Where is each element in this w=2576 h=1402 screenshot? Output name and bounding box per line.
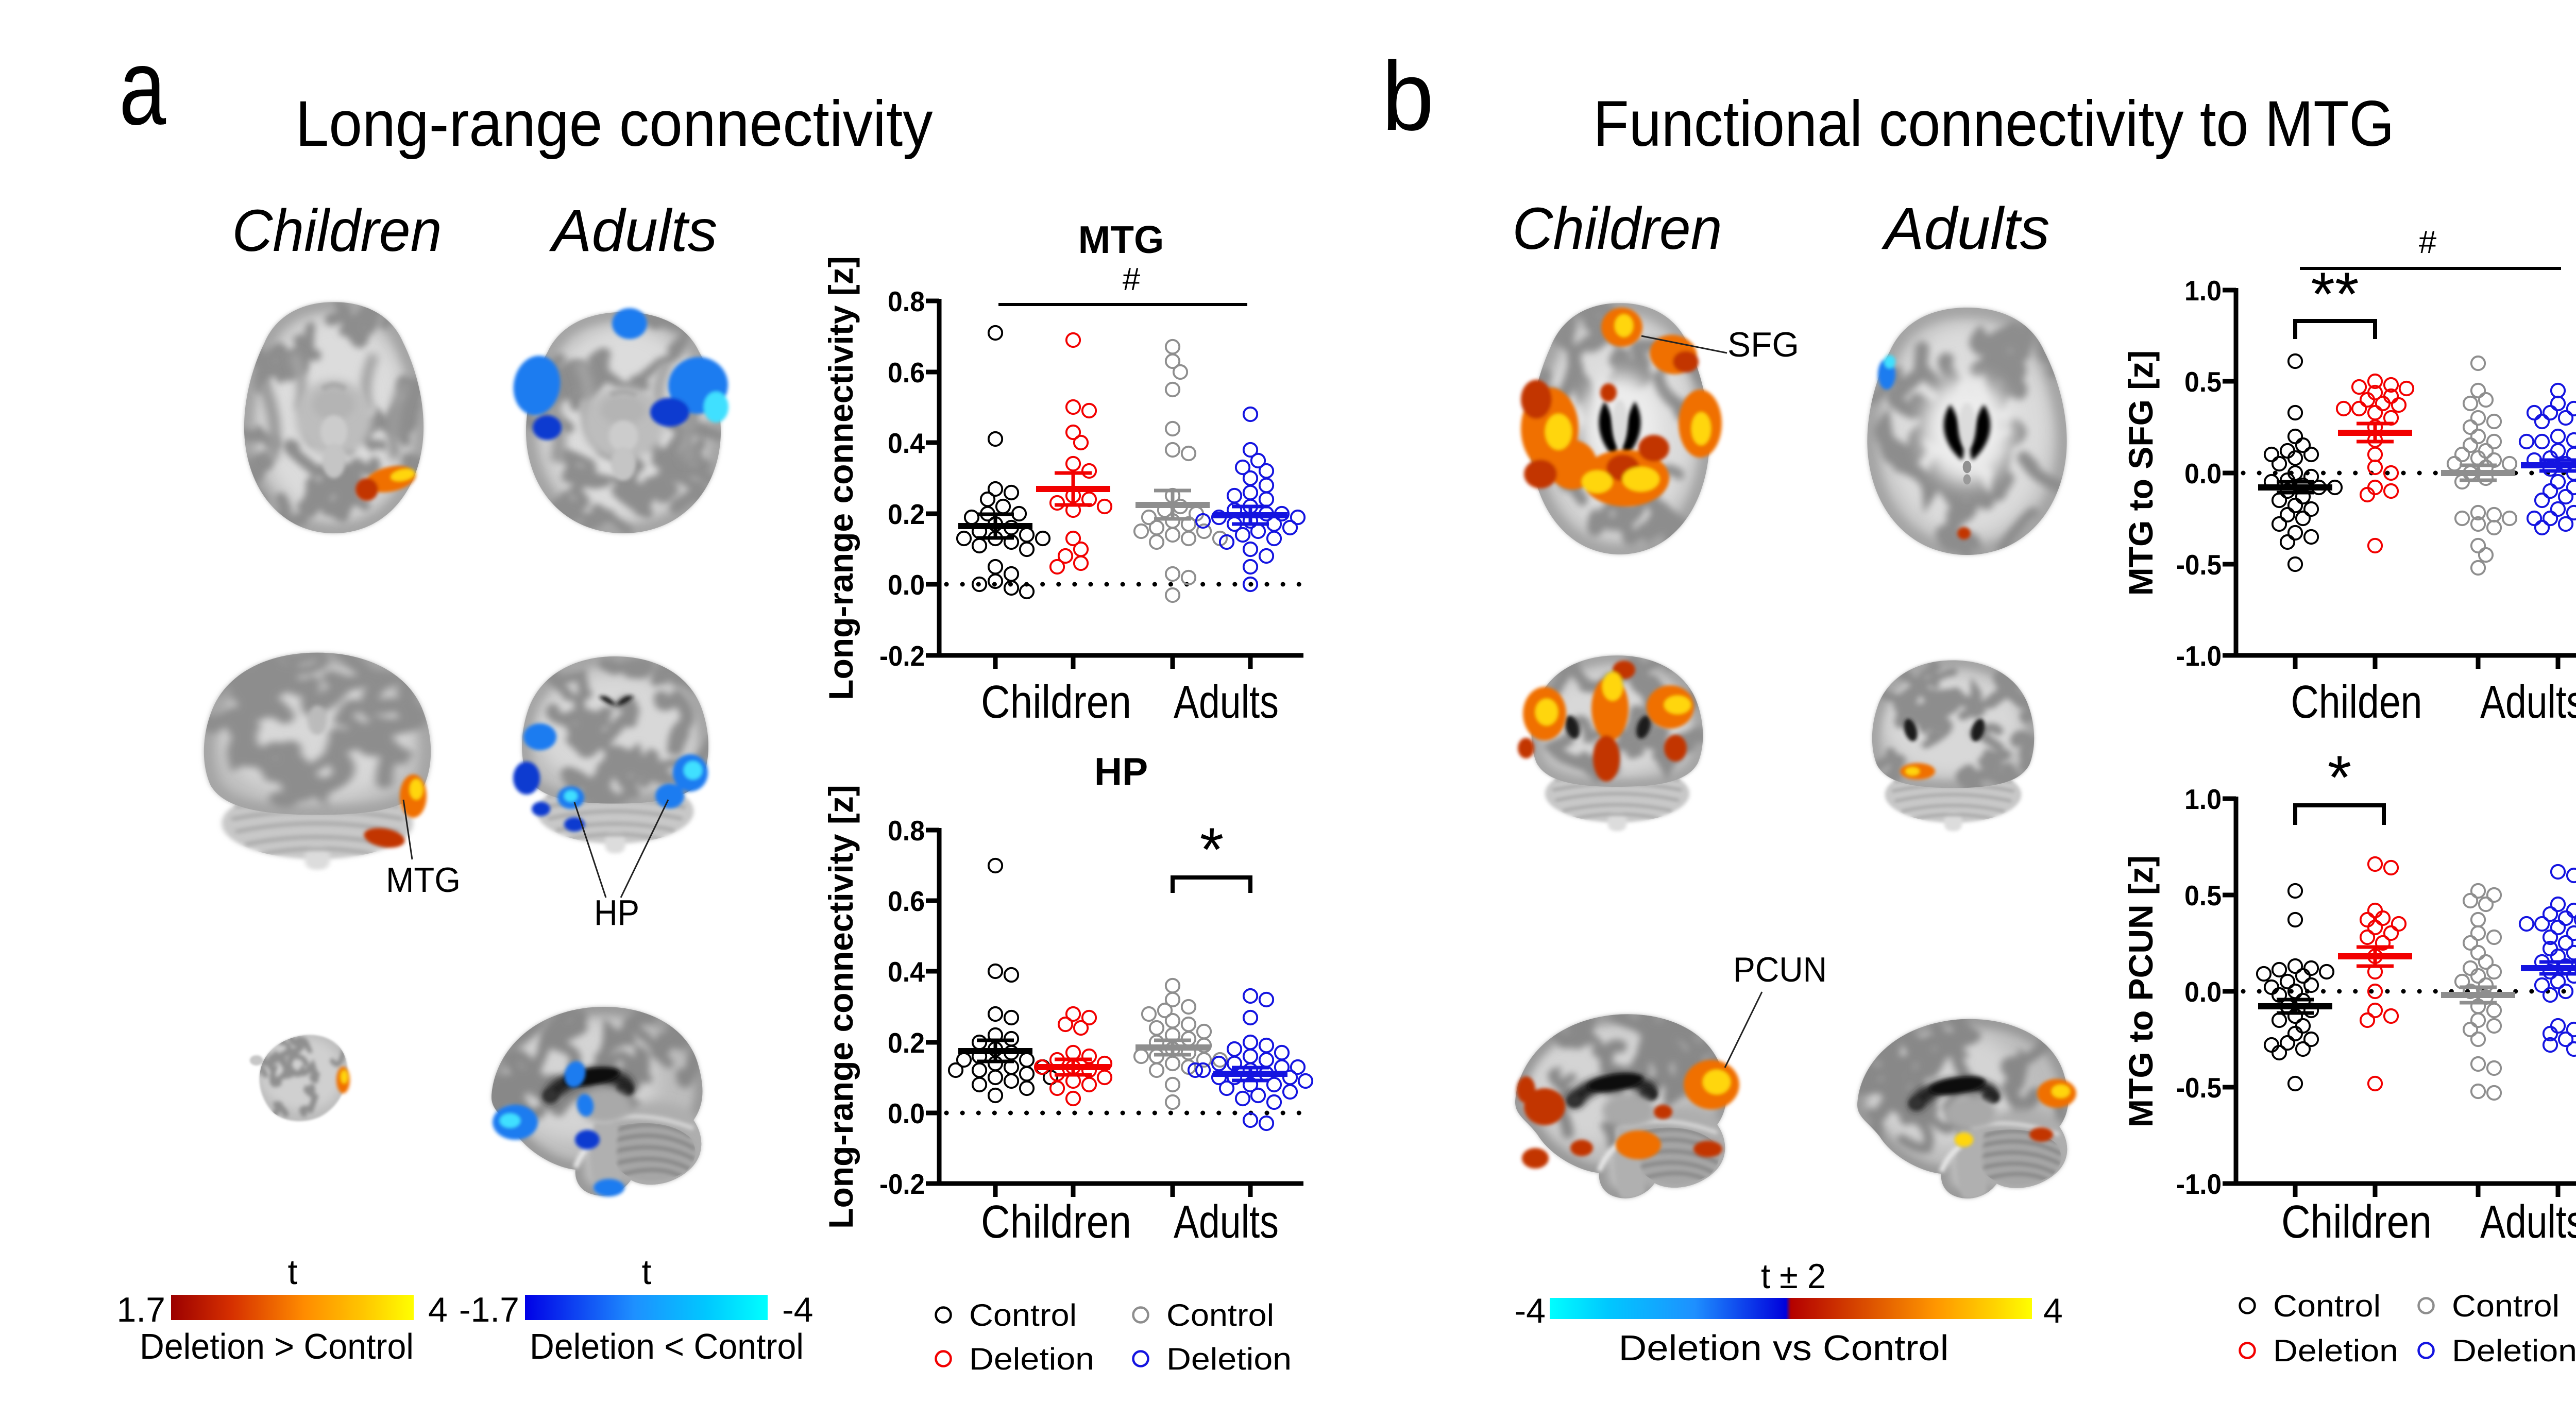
svg-text:Adults: Adults bbox=[2480, 677, 2576, 728]
svg-text:0.0: 0.0 bbox=[888, 1097, 925, 1129]
svg-text:0.8: 0.8 bbox=[888, 285, 925, 317]
svg-text:SFG: SFG bbox=[1727, 325, 1799, 364]
svg-text:Long-range connectivity [z]: Long-range connectivity [z] bbox=[822, 785, 860, 1229]
svg-text:-0.5: -0.5 bbox=[2176, 549, 2222, 581]
svg-text:0.8: 0.8 bbox=[888, 815, 925, 847]
svg-text:b: b bbox=[1382, 42, 1434, 151]
svg-text:*: * bbox=[2328, 743, 2352, 812]
svg-text:0.0: 0.0 bbox=[888, 569, 925, 601]
svg-text:Adults: Adults bbox=[1174, 677, 1279, 728]
svg-text:Control: Control bbox=[969, 1298, 1077, 1332]
svg-text:0.2: 0.2 bbox=[888, 498, 925, 530]
svg-text:MTG: MTG bbox=[1078, 218, 1164, 261]
svg-text:Control: Control bbox=[1166, 1298, 1274, 1332]
svg-text:-1.0: -1.0 bbox=[2176, 1168, 2222, 1200]
svg-text:Control: Control bbox=[2273, 1289, 2381, 1323]
svg-text:MTG: MTG bbox=[386, 860, 461, 900]
svg-text:0.5: 0.5 bbox=[2184, 880, 2222, 911]
svg-text:Long-range connectivity [z]: Long-range connectivity [z] bbox=[822, 256, 860, 700]
svg-text:Control: Control bbox=[2452, 1289, 2560, 1323]
svg-text:*: * bbox=[1200, 815, 1224, 884]
svg-text:1.0: 1.0 bbox=[2184, 275, 2222, 307]
svg-text:Children: Children bbox=[981, 677, 1131, 728]
svg-text:0.0: 0.0 bbox=[2184, 976, 2222, 1008]
svg-text:Deletion vs Control: Deletion vs Control bbox=[1619, 1328, 1949, 1368]
svg-text:-1.0: -1.0 bbox=[2176, 640, 2222, 672]
svg-text:0.6: 0.6 bbox=[888, 885, 925, 917]
svg-text:-4: -4 bbox=[1515, 1291, 1546, 1330]
svg-text:0.5: 0.5 bbox=[2184, 366, 2222, 398]
svg-text:Deletion: Deletion bbox=[969, 1342, 1094, 1376]
svg-text:1.0: 1.0 bbox=[2184, 783, 2222, 815]
svg-text:#: # bbox=[1123, 262, 1141, 297]
svg-text:0.2: 0.2 bbox=[888, 1027, 925, 1059]
svg-text:Deletion: Deletion bbox=[2452, 1333, 2576, 1368]
svg-text:a: a bbox=[119, 26, 166, 147]
svg-text:0.0: 0.0 bbox=[2184, 458, 2222, 489]
svg-text:-4: -4 bbox=[782, 1290, 813, 1329]
svg-text:Adults: Adults bbox=[549, 198, 717, 264]
svg-text:Long-range connectivity: Long-range connectivity bbox=[296, 88, 933, 160]
svg-text:Childen: Childen bbox=[2291, 677, 2422, 728]
svg-text:1.7: 1.7 bbox=[116, 1290, 165, 1329]
svg-text:t ± 2: t ± 2 bbox=[1761, 1257, 1826, 1296]
svg-text:Children: Children bbox=[981, 1196, 1131, 1248]
svg-text:-0.2: -0.2 bbox=[879, 1168, 925, 1200]
svg-text:Adults: Adults bbox=[2480, 1196, 2576, 1248]
svg-text:t: t bbox=[288, 1253, 298, 1292]
svg-text:#: # bbox=[2419, 225, 2437, 260]
svg-text:MTG to PCUN [z]: MTG to PCUN [z] bbox=[2122, 855, 2160, 1127]
svg-text:Children: Children bbox=[2281, 1196, 2432, 1248]
svg-text:PCUN: PCUN bbox=[1733, 950, 1827, 989]
svg-text:-0.2: -0.2 bbox=[879, 640, 925, 672]
svg-text:-1.7: -1.7 bbox=[459, 1290, 519, 1329]
svg-text:Deletion < Control: Deletion < Control bbox=[530, 1326, 804, 1366]
svg-text:Children: Children bbox=[1513, 196, 1722, 262]
svg-text:HP: HP bbox=[1094, 750, 1148, 793]
svg-text:Adults: Adults bbox=[1881, 196, 2049, 262]
svg-text:MTG to SFG [z]: MTG to SFG [z] bbox=[2122, 350, 2160, 596]
svg-text:Functional connectivity to MTG: Functional connectivity to MTG bbox=[1594, 88, 2395, 160]
svg-text:**: ** bbox=[2311, 260, 2359, 329]
svg-text:Children: Children bbox=[232, 198, 442, 264]
svg-text:-0.5: -0.5 bbox=[2176, 1072, 2222, 1104]
svg-text:4: 4 bbox=[428, 1290, 448, 1329]
svg-text:4: 4 bbox=[2043, 1291, 2063, 1330]
svg-text:Deletion: Deletion bbox=[2273, 1333, 2398, 1368]
svg-text:Adults: Adults bbox=[1174, 1196, 1279, 1248]
svg-text:HP: HP bbox=[594, 892, 639, 933]
svg-text:Deletion > Control: Deletion > Control bbox=[140, 1326, 414, 1366]
svg-text:0.4: 0.4 bbox=[888, 956, 925, 988]
svg-text:t: t bbox=[642, 1253, 652, 1292]
svg-text:0.6: 0.6 bbox=[888, 357, 925, 388]
svg-text:Deletion: Deletion bbox=[1166, 1342, 1292, 1376]
svg-text:0.4: 0.4 bbox=[888, 427, 925, 459]
